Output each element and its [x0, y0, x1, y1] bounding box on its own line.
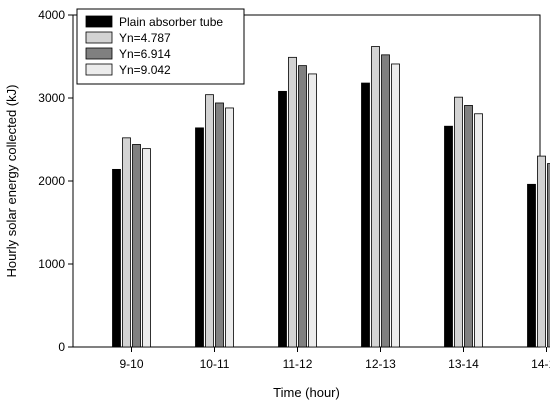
- bar-1-2: [288, 56, 297, 348]
- bar-2-5: [547, 163, 550, 348]
- x-tick-label: 13-14: [448, 357, 479, 371]
- legend-swatch: [85, 63, 113, 76]
- bar-3-2: [308, 73, 317, 348]
- legend-label: Yn=4.787: [119, 31, 171, 45]
- x-tick-label: 10-11: [200, 357, 230, 371]
- bar-2-3: [381, 54, 390, 348]
- bar-3-4: [474, 113, 483, 348]
- bar-0-5: [527, 183, 536, 348]
- y-tick-label: 0: [58, 340, 65, 354]
- bar-0-4: [444, 125, 453, 348]
- bar-3-0: [142, 148, 151, 348]
- legend-swatch: [85, 47, 113, 60]
- bar-2-1: [215, 102, 224, 348]
- bar-0-1: [195, 127, 204, 348]
- bar-1-3: [371, 46, 380, 348]
- bar-2-2: [298, 65, 307, 348]
- x-axis-title: Time (hour): [273, 385, 340, 400]
- bar-0-2: [278, 90, 287, 348]
- bar-2-0: [132, 144, 141, 348]
- y-tick-label: 2000: [38, 174, 65, 188]
- y-tick-label: 4000: [38, 8, 65, 22]
- legend: Plain absorber tube Yn=4.787 Yn=6.914 Yn=9.…: [76, 8, 245, 85]
- bar-3-3: [391, 63, 400, 348]
- bar-0-3: [361, 82, 370, 348]
- x-tick-label: 11-12: [283, 357, 313, 371]
- legend-label: Plain absorber tube: [119, 15, 223, 29]
- legend-label: Yn=9.042: [119, 63, 171, 77]
- y-tick-label: 1000: [38, 257, 65, 271]
- bar-2-4: [464, 105, 473, 348]
- legend-label: Yn=6.914: [119, 47, 171, 61]
- legend-swatch: [85, 31, 113, 44]
- bar-3-1: [225, 107, 234, 348]
- y-axis-title: Hourly solar energy collected (kJ): [4, 85, 19, 278]
- x-tick-label: 12-13: [365, 357, 396, 371]
- bars: [112, 46, 550, 348]
- y-tick-label: 3000: [38, 91, 65, 105]
- bar-1-1: [205, 94, 214, 348]
- bar-1-0: [122, 137, 131, 348]
- bar-1-4: [454, 96, 463, 348]
- x-tick-label: 9-10: [119, 357, 143, 371]
- y-axis: 0 1000 2000 3000 4000: [38, 8, 73, 354]
- bar-0-0: [112, 168, 121, 348]
- legend-swatch: [85, 15, 113, 28]
- bar-1-5: [537, 155, 546, 348]
- x-tick-label: 14-15: [531, 357, 550, 371]
- x-axis: 9-10 10-11 11-12 12-13 13-14 14-15: [119, 347, 550, 371]
